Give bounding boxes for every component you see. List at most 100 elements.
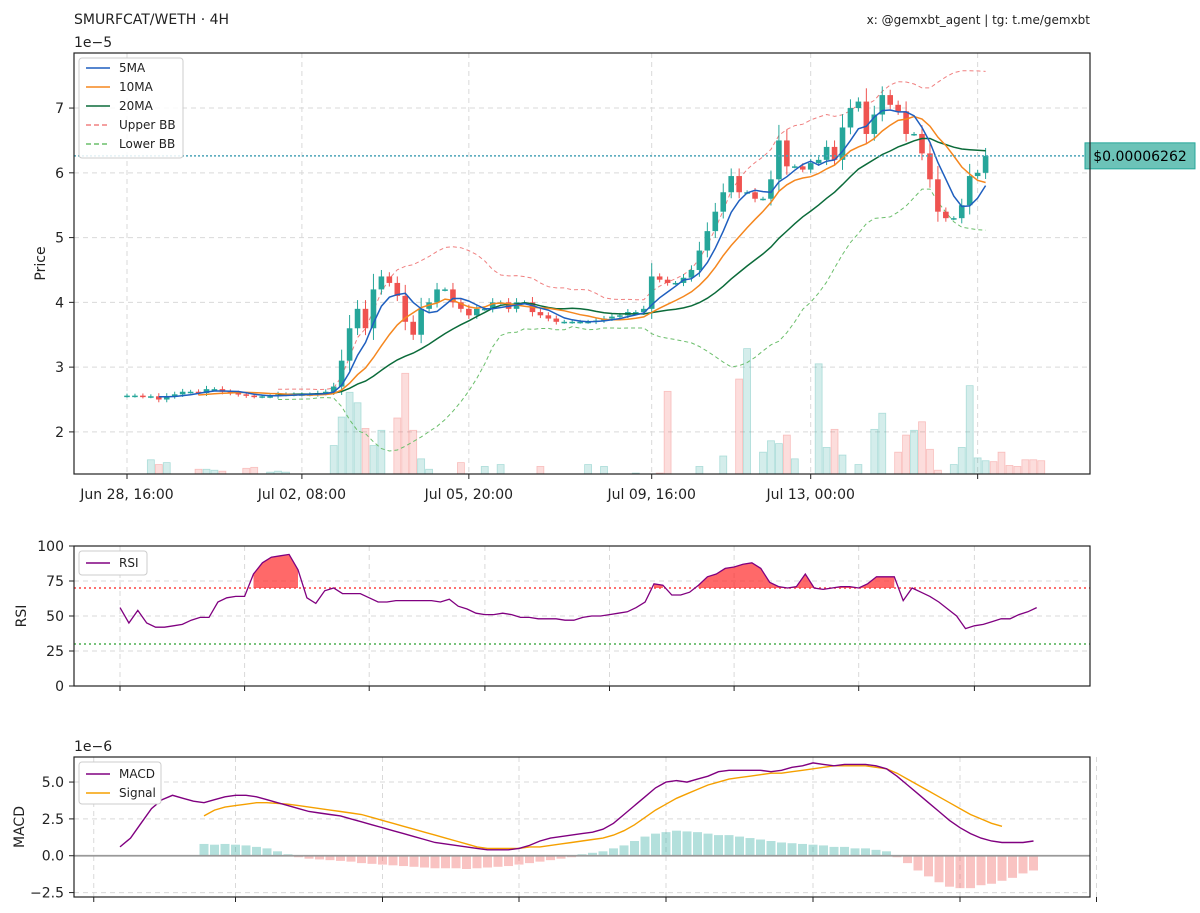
rsi-line (119, 553, 1037, 630)
volume-bar (822, 446, 831, 475)
volume-bar (957, 446, 966, 475)
candle-body (354, 308, 361, 329)
volume-bar (194, 468, 203, 475)
price-xtick-label: Jul 09, 16:00 (606, 487, 695, 503)
rsi-overbought-fill (253, 554, 298, 588)
macd-histogram-bar (766, 841, 776, 856)
candle-body (545, 315, 552, 319)
price-axis-label: Price (33, 246, 49, 280)
candle-body (847, 108, 854, 128)
legend-label: Signal (119, 786, 156, 800)
volume-bar (242, 467, 251, 475)
macd-histogram-bar (525, 855, 534, 864)
price-ytick-label: 6 (55, 166, 64, 182)
macd-ytick-label: 0.0 (42, 849, 64, 865)
candle-body (871, 114, 878, 134)
macd-histogram-bar (693, 832, 702, 856)
macd-histogram-bar (304, 855, 314, 859)
legend-label: RSI (119, 556, 139, 570)
candle-body (434, 289, 440, 303)
macd-histogram-bar (976, 855, 986, 886)
candle-body (481, 308, 488, 311)
rsi-ytick-label: 25 (46, 644, 64, 660)
candle-body (633, 312, 639, 314)
candle-body (768, 179, 774, 199)
macd-histogram-bar (388, 855, 398, 866)
macd-legend: MACD Signal (78, 761, 162, 805)
volume-bar (600, 465, 608, 475)
macd-histogram-bar (829, 846, 839, 856)
volume-bar (361, 427, 370, 475)
candle-body (887, 95, 893, 105)
macd-histogram-bar (735, 836, 744, 856)
current-price-badge (1084, 142, 1196, 170)
price-ytick-label: 4 (55, 295, 64, 311)
volume-bar (202, 468, 211, 475)
volume-bar (838, 454, 847, 475)
volume-bar (393, 417, 402, 475)
rsi-overbought-fill (698, 562, 815, 588)
candle-body (577, 321, 583, 324)
candle-body (903, 111, 909, 134)
macd-histogram-bar (955, 855, 965, 889)
volume-bar (775, 443, 783, 475)
macd-ytick-label: −2.5 (30, 886, 64, 902)
ma10-line (198, 115, 986, 396)
candle-body (823, 146, 830, 160)
candle-body (171, 394, 178, 397)
macd-histogram-bar (945, 855, 954, 887)
price-ytick-label: 2 (55, 425, 64, 441)
macd-histogram-bar (745, 838, 755, 856)
candle-body (251, 395, 257, 398)
candle-body (672, 282, 679, 285)
rsi-ytick-label: 50 (46, 609, 64, 625)
candle-body (537, 312, 544, 316)
macd-histogram-bar (777, 842, 786, 856)
volume-bar (584, 464, 592, 475)
candle-body (982, 155, 989, 173)
volume-bar (894, 451, 903, 475)
candle-body (736, 176, 742, 193)
candle-body (927, 153, 933, 180)
rsi-axis-label: RSI (14, 605, 30, 628)
macd-histogram-bar (598, 851, 608, 856)
macd-histogram-bar (409, 855, 419, 867)
candle-body (951, 218, 957, 220)
current-price-label: $0.00006262 (1093, 149, 1187, 165)
volume-bar (409, 429, 418, 475)
candle-body (346, 328, 353, 361)
candle-body (410, 321, 416, 335)
candle-body (418, 308, 424, 335)
candle-body (807, 163, 814, 170)
candle-body (696, 250, 703, 270)
macd-histogram-bar (724, 835, 734, 856)
candle-body (943, 211, 949, 219)
macd-histogram-bar (934, 855, 944, 883)
volume-bar (345, 391, 354, 475)
legend-label: 5MA (119, 61, 146, 75)
candle-body (267, 396, 273, 398)
rsi-legend: RSI (78, 550, 148, 576)
candle-body (704, 231, 711, 251)
macd-histogram-bar (819, 845, 828, 856)
macd-histogram-bar (472, 855, 482, 869)
macd-histogram-bar (451, 855, 461, 869)
macd-histogram-bar (787, 843, 797, 856)
macd-histogram-bar (210, 844, 219, 856)
volume-bar (377, 429, 386, 475)
macd-histogram-bar (556, 855, 566, 859)
volume-bar (878, 412, 887, 475)
volume-bar (1021, 459, 1030, 475)
price-xtick-label: Jun 28, 16:00 (79, 487, 173, 503)
macd-histogram-bar (325, 855, 335, 861)
macd-histogram-bar (262, 848, 272, 856)
rsi-ytick-label: 0 (55, 679, 64, 695)
macd-histogram-bar (514, 855, 524, 865)
candle-body (752, 192, 758, 199)
price-legend-box (78, 57, 184, 159)
volume-bar (719, 455, 728, 475)
volume-bar (329, 445, 338, 475)
macd-histogram-bar (850, 848, 860, 856)
legend-label: 20MA (119, 99, 154, 113)
candle-body (187, 391, 194, 394)
